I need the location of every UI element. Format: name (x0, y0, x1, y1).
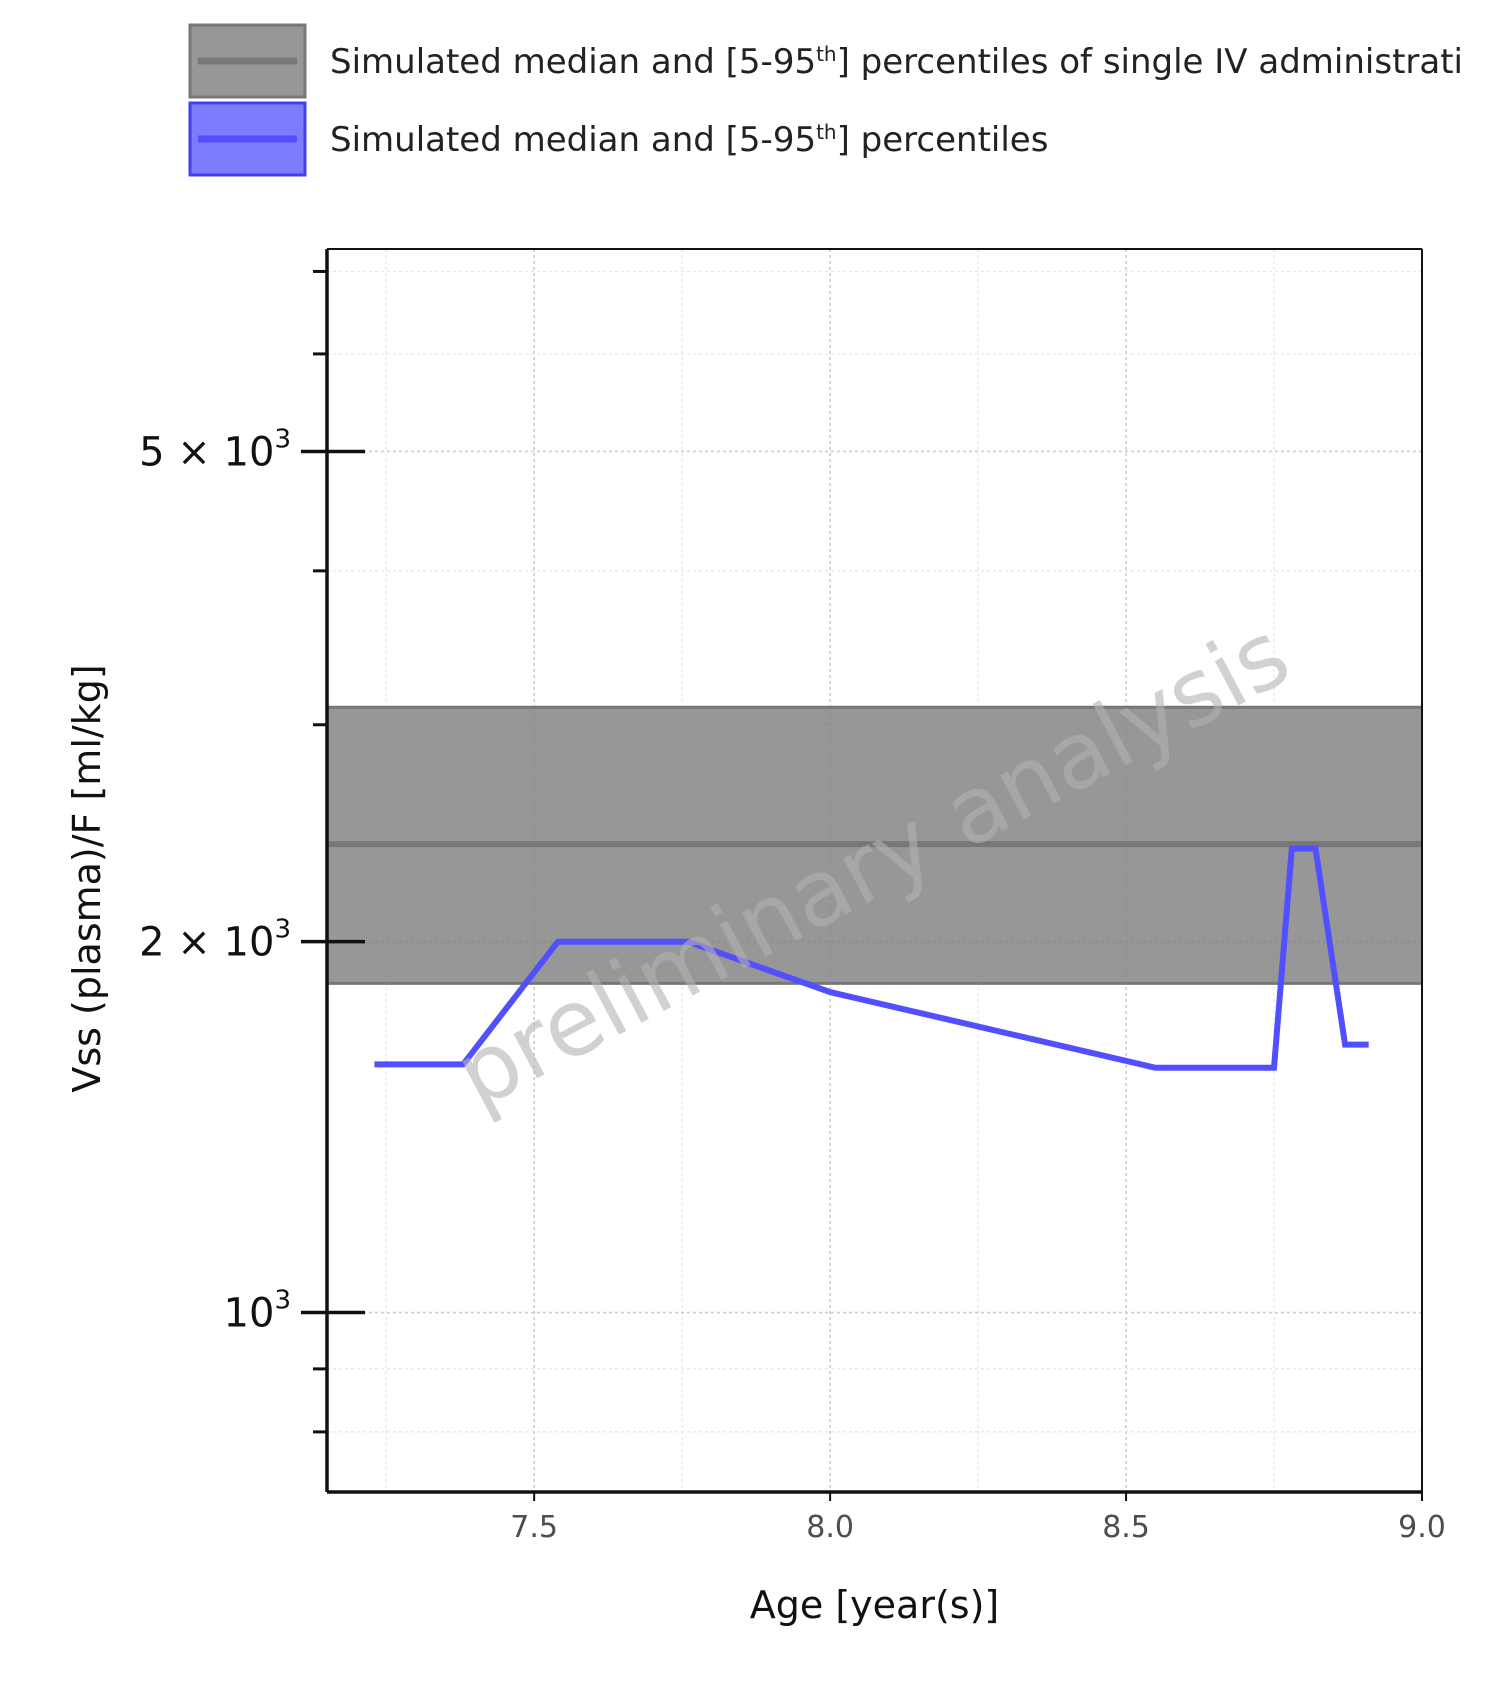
series-layer (327, 705, 1422, 1071)
y-tick-label: 103 (224, 1286, 291, 1337)
x-tick-label: 8.5 (1102, 1510, 1150, 1545)
x-axis-title: Age [year(s)] (750, 1583, 999, 1627)
legend-label: Simulated median and [5-95th] percentile… (330, 42, 1463, 82)
y-tick-label: 2 × 103 (139, 915, 291, 966)
axes: 7.5 8.0 8.5 9.0 103 2 × 103 5 × 103 (139, 248, 1446, 1545)
y-tick-label: 5 × 103 (139, 424, 291, 475)
y-axis-title: Vss (plasma)/F [ml/kg] (65, 664, 109, 1092)
x-tick-label: 9.0 (1398, 1510, 1446, 1545)
x-tick-label: 7.5 (510, 1510, 558, 1545)
legend-label: Simulated median and [5-95th] percentile… (330, 120, 1048, 160)
median-line (374, 845, 1369, 1071)
legend: Simulated median and [5-95th] percentile… (188, 23, 1463, 177)
x-tick-label: 8.0 (806, 1510, 854, 1545)
